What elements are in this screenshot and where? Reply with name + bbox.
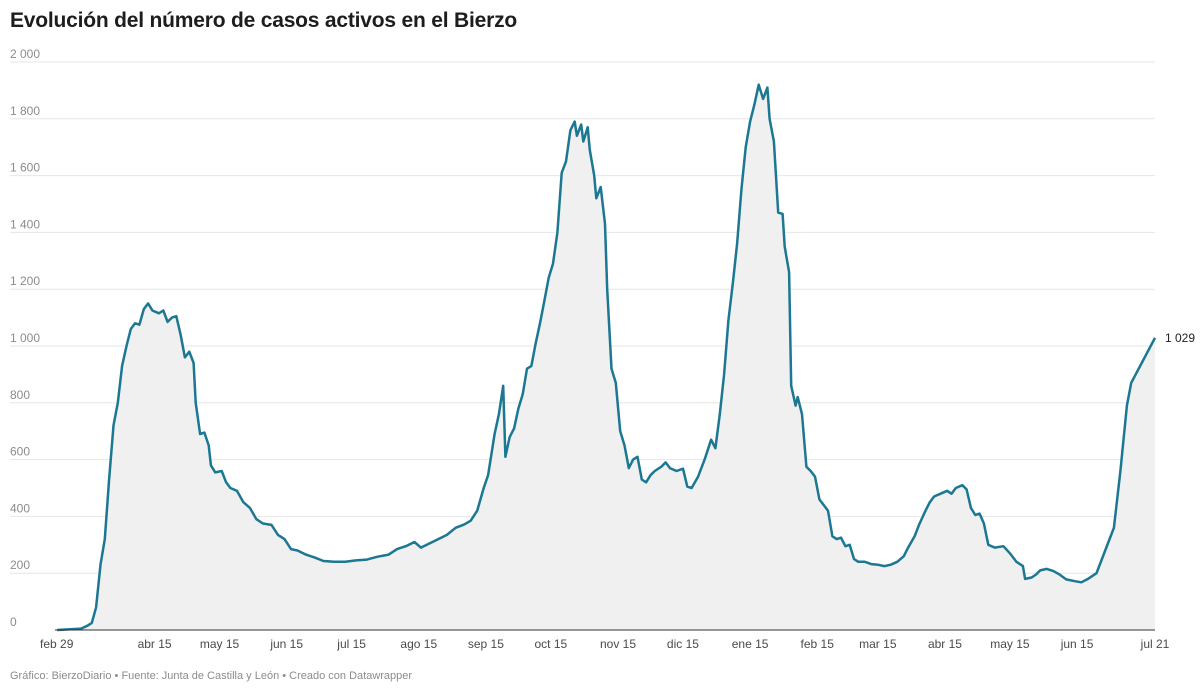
x-tick-label: feb 29 [40, 637, 74, 651]
area-fill [57, 84, 1156, 630]
x-tick-label: abr 15 [138, 637, 172, 651]
x-tick-label: jun 15 [1060, 637, 1094, 651]
y-tick-label: 200 [10, 558, 30, 572]
y-tick-label: 1 800 [10, 104, 40, 118]
y-tick-label: 2 000 [10, 47, 40, 61]
y-tick-label: 400 [10, 501, 30, 515]
x-tick-label: ago 15 [400, 637, 437, 651]
x-tick-label: may 15 [200, 637, 240, 651]
end-value-label: 1 029 [1165, 331, 1195, 345]
end-value-label-group: 1 029 [1165, 331, 1195, 345]
x-tick-label: jul 21 [1140, 637, 1170, 651]
y-tick-label: 800 [10, 388, 30, 402]
x-tick-label: feb 15 [801, 637, 835, 651]
x-tick-label: oct 15 [535, 637, 568, 651]
footer-credits: Gráfico: BierzoDiario • Fuente: Junta de… [10, 670, 413, 682]
y-tick-label: 0 [10, 615, 17, 629]
series-line [57, 83, 1157, 632]
x-tick-label: jun 15 [269, 637, 303, 651]
x-tick-label: dic 15 [667, 637, 699, 651]
x-tick-label: mar 15 [859, 637, 897, 651]
x-axis-labels: feb 29 abr 15 may 15 jun 15 jul 15 ago 15 sep … [40, 637, 1170, 651]
x-tick-label: nov 15 [600, 637, 636, 651]
x-tick-label: sep 15 [468, 637, 504, 651]
x-tick-label: may 15 [990, 637, 1030, 651]
chart-title: Evolución del número de casos activos en… [10, 9, 517, 32]
y-axis-labels: 0 200 400 600 800 1 000 1 200 1 400 1 600 1 800 2 … [10, 47, 40, 629]
y-tick-label: 1 200 [10, 274, 40, 288]
y-tick-label: 600 [10, 445, 30, 459]
y-tick-label: 1 400 [10, 217, 40, 231]
x-tick-label: jul 15 [336, 637, 366, 651]
x-tick-label: ene 15 [732, 637, 769, 651]
y-tick-label: 1 600 [10, 161, 40, 175]
x-tick-label: abr 15 [928, 637, 962, 651]
y-tick-label: 1 000 [10, 331, 40, 345]
